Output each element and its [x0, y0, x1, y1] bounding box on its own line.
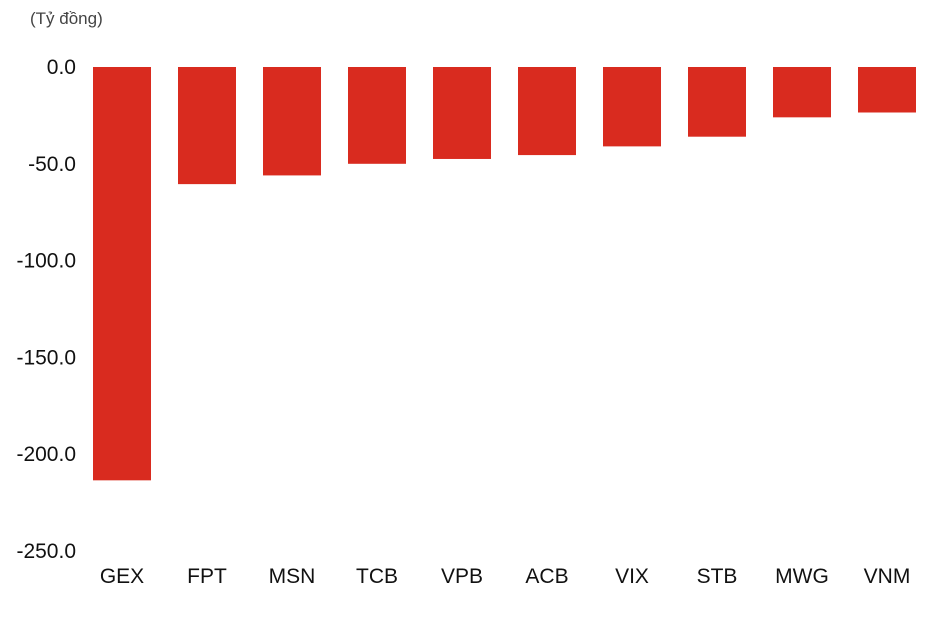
x-tick-label: VIX [615, 565, 649, 588]
y-axis-ticks: 0.0 -50.0 -100.0 -150.0 -200.0 -250.0 [16, 56, 76, 563]
bar-vpb [433, 67, 491, 159]
bar-vnm [858, 67, 916, 113]
unit-label: (Tỷ đồng) [30, 9, 103, 28]
bar-mwg [773, 67, 831, 118]
x-tick-label: VNM [864, 565, 911, 588]
bar-stb [688, 67, 746, 137]
x-axis-ticks: GEX FPT MSN TCB VPB ACB VIX STB MWG VNM [100, 565, 911, 588]
x-tick-label: MSN [269, 565, 316, 588]
x-tick-label: FPT [187, 565, 227, 588]
y-tick-label: -150.0 [16, 346, 76, 369]
x-tick-label: MWG [775, 565, 829, 588]
x-tick-label: VPB [441, 565, 483, 588]
bars [93, 67, 916, 481]
y-tick-label: -250.0 [16, 540, 76, 563]
bar-acb [518, 67, 576, 156]
bar-gex [93, 67, 151, 481]
bar-vix [603, 67, 661, 147]
y-tick-label: -200.0 [16, 443, 76, 466]
x-tick-label: TCB [356, 565, 398, 588]
bar-fpt [178, 67, 236, 185]
y-tick-label: -100.0 [16, 250, 76, 273]
x-tick-label: GEX [100, 565, 144, 588]
x-tick-label: ACB [525, 565, 568, 588]
bar-tcb [348, 67, 406, 164]
x-tick-label: STB [697, 565, 738, 588]
y-tick-label: 0.0 [47, 56, 76, 79]
y-tick-label: -50.0 [28, 153, 76, 176]
bar-msn [263, 67, 321, 176]
